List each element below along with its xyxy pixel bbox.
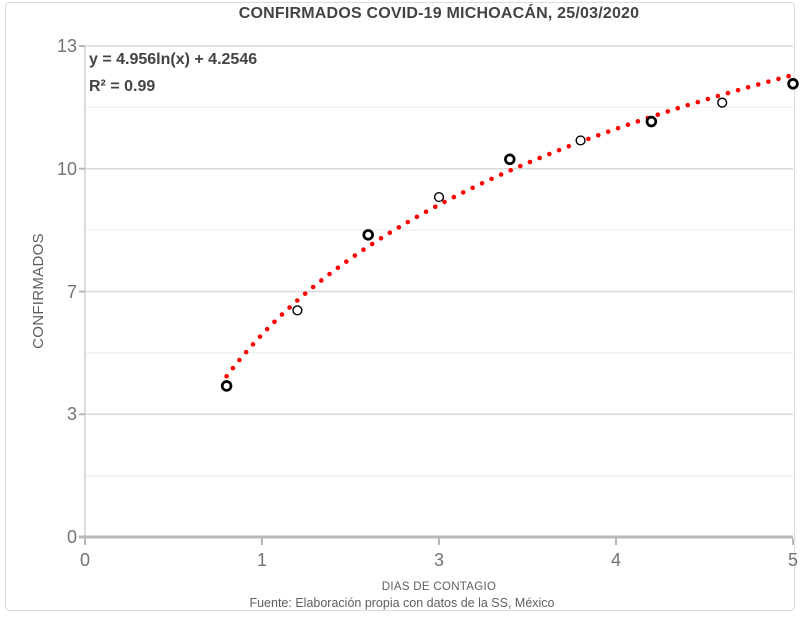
data-points bbox=[220, 78, 799, 392]
x-axis-title: DIAS DE CONTAGIO bbox=[381, 581, 497, 593]
x-tick-label: 5 bbox=[787, 550, 798, 570]
trendline-equation: y = 4.956ln(x) + 4.2546 R² = 0.99 bbox=[89, 46, 257, 100]
trendline-r2-text: R² = 0.99 bbox=[89, 78, 156, 95]
data-point-marker bbox=[292, 305, 303, 316]
x-tick-label: 1 bbox=[256, 550, 267, 570]
data-point-marker bbox=[220, 380, 233, 392]
y-tick-label: 10 bbox=[56, 158, 77, 179]
data-point-marker bbox=[433, 191, 445, 203]
y-tick-label: 7 bbox=[66, 281, 77, 302]
data-point-marker bbox=[575, 135, 586, 146]
source-note: Fuente: Elaboración propia con datos de … bbox=[249, 596, 555, 610]
y-tick-label: 13 bbox=[56, 36, 77, 56]
y-tick-label: 0 bbox=[66, 527, 77, 547]
trendline-dots bbox=[224, 73, 791, 379]
chart-title: CONFIRMADOS COVID-19 MICHOACÁN, 25/03/20… bbox=[238, 5, 640, 22]
data-point-marker bbox=[787, 78, 799, 90]
y-tick-label: 3 bbox=[66, 404, 77, 425]
x-tick-label: 4 bbox=[610, 550, 621, 570]
x-tick-label: 0 bbox=[79, 550, 90, 570]
trendline-equation-text: y = 4.956ln(x) + 4.2546 bbox=[89, 51, 258, 68]
chart-border bbox=[5, 2, 795, 611]
x-tick-label: 3 bbox=[433, 550, 444, 570]
data-point-marker bbox=[717, 97, 728, 108]
data-point-marker bbox=[362, 229, 374, 241]
minor-gridlines bbox=[85, 106, 793, 477]
major-gridlines bbox=[85, 45, 793, 416]
tick-marks bbox=[79, 45, 794, 545]
data-point-marker bbox=[504, 153, 516, 166]
data-point-marker bbox=[645, 115, 658, 128]
